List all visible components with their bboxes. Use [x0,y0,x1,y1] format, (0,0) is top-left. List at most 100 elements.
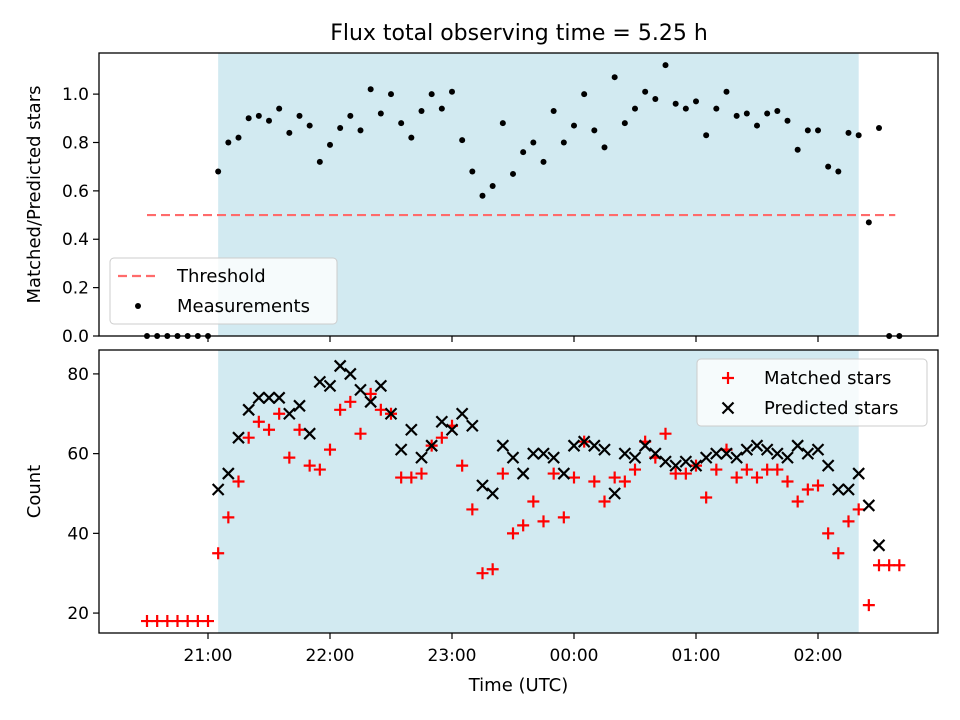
predicted-star-point [872,539,886,552]
measurement-point [530,139,537,146]
predicted-star-point [333,359,347,373]
ratio-panel: 0.0 0.2 0.4 0.6 0.8 1.0 Matched/Predicted star… [24,52,939,347]
matched-star-point [557,511,570,524]
predicted-star-point [567,439,581,452]
matched-star-point [415,467,428,480]
predicted-star-point [720,447,733,460]
predicted-star-point [405,423,418,436]
predicted-star-point [415,451,428,464]
legend-label: Matched stars [764,368,891,389]
measurement-point [794,146,801,153]
matched-star-point [598,495,611,508]
measurement-point [398,120,405,127]
matched-star-point [852,503,865,516]
predicted-star-point [710,447,723,460]
matched-star-point [710,463,723,476]
predicted-star-point [811,443,825,456]
measurement-point [235,134,242,141]
matched-star-point [751,471,763,484]
y-tick-label: 20 [67,604,89,624]
measurement-point [357,127,364,134]
matched-star-point [618,475,631,488]
predicted-star-point [303,427,316,440]
measurement-point [733,112,740,119]
matched-star-point [588,475,601,488]
measurement-point [835,168,842,175]
matched-star-point [679,467,692,480]
matched-star-point [252,415,265,428]
matched-star-point [537,515,550,528]
measurement-point [601,144,608,151]
predicted-star-point [293,399,306,413]
predicted-star-point [649,447,662,460]
predicted-star-point [659,455,672,468]
matched-star-point [883,559,896,572]
predicted-star-point [588,439,601,452]
matched-star-point [303,459,316,472]
predicted-star-point [821,459,835,472]
y-tick-label: 0.8 [62,133,89,153]
predicted-star-point [852,467,865,480]
matched-star-point [842,515,855,528]
matched-star-point [354,427,367,440]
matched-star-point [334,403,347,416]
predicted-star-point [476,479,489,492]
predicted-star-point [344,367,357,381]
predicted-star-point [455,407,469,421]
measurement-point [276,105,283,112]
predicted-star-point [730,451,743,464]
measurement-point [804,127,811,134]
measurement-point [337,124,344,131]
x-tick-label: 01:00 [672,646,721,666]
matched-star-point [629,463,641,476]
chart-title: Flux total observing time = 5.25 h [330,21,708,46]
matched-star-point [547,467,560,480]
matched-star-point [395,471,408,484]
measurement-point [876,124,882,131]
predicted-star-point [527,447,540,460]
measurement-point [632,105,638,112]
matched-star-point [812,479,824,492]
x-tick-label: 02:00 [794,646,843,666]
predicted-star-point [608,487,621,500]
matched-star-point [486,563,499,576]
y-tick-label: 80 [67,365,89,385]
predicted-star-point [364,395,377,409]
measurement-point [855,132,862,139]
matched-star-point [293,423,306,436]
y-tick-label: 0.4 [62,230,89,250]
predicted-star-point [374,379,388,393]
measurement-point [499,120,506,127]
legend-measurement-swatch [135,303,141,309]
matched-star-point [862,599,875,612]
matched-star-point [151,615,164,628]
measurement-point [367,86,374,93]
matched-star-point [161,615,174,628]
measurement-point [479,192,486,199]
y-tick-label: 0.0 [62,327,89,347]
matched-star-point [476,567,489,580]
axes-frame [98,349,939,634]
matched-star-point [242,431,255,444]
predicted-star-point [283,407,296,421]
measurement-point [571,122,577,129]
matched-star-point [771,463,784,476]
measurement-point [550,108,557,115]
measurement-point [764,110,771,117]
x-axis-label: Time (UTC) [468,675,569,696]
measurement-point [266,117,272,124]
measurement-point [662,62,669,69]
predicted-star-point [679,455,693,468]
matched-star-point [141,615,153,628]
predicted-star-point [689,459,703,472]
matched-star-point [669,467,682,480]
measurement-point [489,183,496,190]
predicted-star-point [496,439,510,452]
measurement-point [459,137,466,144]
predicted-star-point [537,447,550,460]
y-axis-label: Count [24,465,45,518]
matched-star-point [202,615,214,628]
axes-frame [98,52,939,337]
measurement-point [449,88,455,95]
